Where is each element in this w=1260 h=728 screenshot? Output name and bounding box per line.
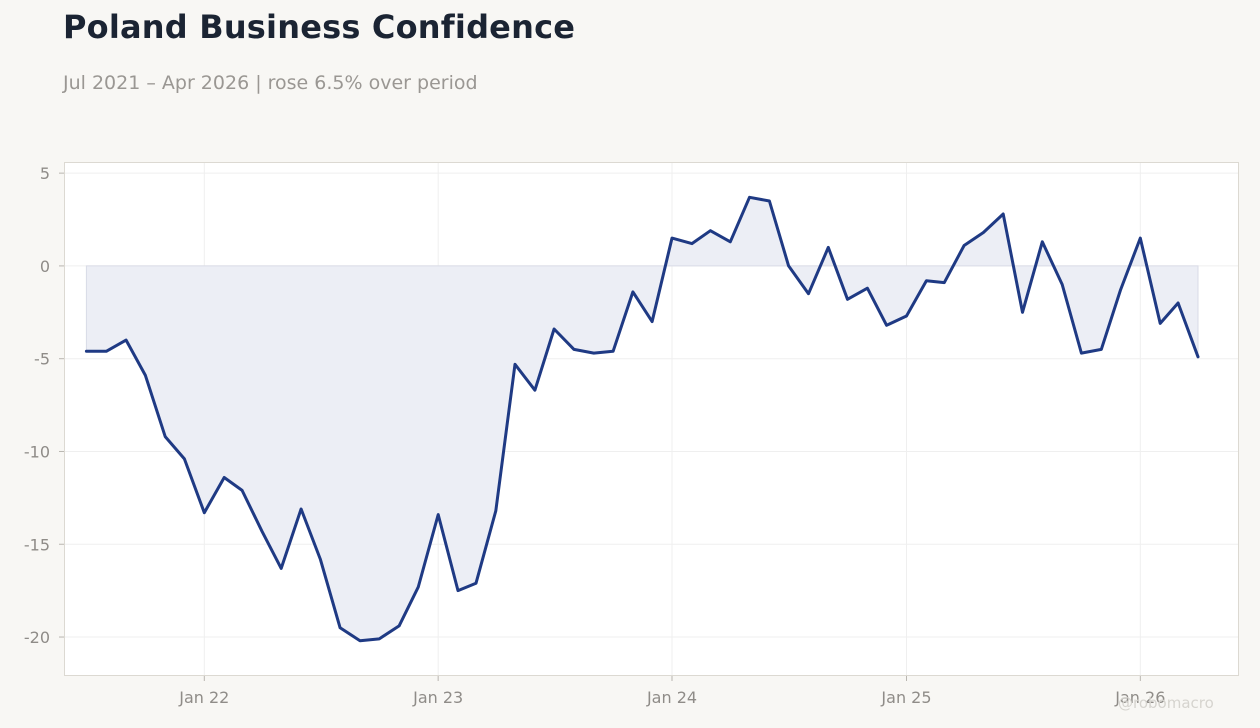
data-point xyxy=(572,348,576,351)
data-point xyxy=(611,350,615,353)
data-point xyxy=(105,350,108,353)
chart-subtitle: Jul 2021 – Apr 2026 | rose 6.5% over per… xyxy=(63,72,478,94)
data-point xyxy=(709,229,712,232)
data-point xyxy=(124,338,128,342)
data-point xyxy=(1100,348,1103,351)
data-point xyxy=(164,435,167,438)
data-point xyxy=(905,314,908,318)
x-tick-label: Jan 24 xyxy=(646,688,697,707)
x-tick-label: Jan 23 xyxy=(412,688,463,707)
data-point xyxy=(319,557,322,561)
data-point xyxy=(670,236,674,240)
data-point xyxy=(846,298,849,301)
data-point xyxy=(1021,311,1024,314)
data-point xyxy=(513,363,517,366)
data-point xyxy=(925,279,928,282)
data-point xyxy=(474,582,478,585)
data-point xyxy=(240,489,244,492)
data-point xyxy=(1176,301,1180,305)
y-tick-label: -5 xyxy=(34,350,50,369)
data-point xyxy=(1196,355,1200,358)
data-point xyxy=(729,240,732,243)
data-point xyxy=(650,320,654,323)
data-point xyxy=(417,585,420,589)
data-point xyxy=(827,246,830,249)
data-point xyxy=(533,389,537,392)
data-point xyxy=(338,626,342,629)
data-point xyxy=(1139,236,1142,240)
data-point xyxy=(203,511,206,514)
data-point xyxy=(260,530,264,533)
data-point xyxy=(631,290,635,294)
series-line xyxy=(84,195,1200,643)
data-point xyxy=(183,457,186,461)
x-tick-label: Jan 25 xyxy=(880,688,931,707)
data-point xyxy=(768,199,771,203)
data-point xyxy=(299,507,303,511)
data-point xyxy=(1159,322,1162,325)
data-point xyxy=(378,637,381,641)
data-point xyxy=(807,292,810,295)
data-point xyxy=(1119,288,1122,292)
chart-title: Poland Business Confidence xyxy=(63,8,576,46)
data-point xyxy=(866,287,869,290)
x-tick-label: Jan 26 xyxy=(1114,688,1165,707)
data-point xyxy=(748,196,751,199)
plot-frame xyxy=(64,162,1239,676)
data-point xyxy=(1061,283,1064,286)
y-tick-label: -10 xyxy=(24,442,50,461)
y-tick-label: -20 xyxy=(24,628,50,647)
data-point xyxy=(552,327,556,331)
data-point xyxy=(943,281,946,284)
data-point xyxy=(690,242,694,245)
data-point xyxy=(1002,212,1005,216)
y-tick-label: -15 xyxy=(24,535,50,554)
data-point xyxy=(144,374,147,377)
data-point xyxy=(397,624,401,628)
data-point xyxy=(982,231,985,234)
y-tick-label: 5 xyxy=(40,164,50,183)
data-point xyxy=(358,639,362,642)
data-point xyxy=(962,244,966,247)
data-point xyxy=(456,589,460,592)
data-point xyxy=(592,351,595,355)
data-point xyxy=(437,513,440,516)
data-point xyxy=(494,509,497,513)
data-point xyxy=(280,567,283,570)
data-point xyxy=(787,264,790,268)
data-point xyxy=(85,350,88,353)
watermark: @robomacro xyxy=(1118,694,1214,712)
x-tick-label: Jan 22 xyxy=(178,688,229,707)
data-point xyxy=(1080,351,1083,355)
y-tick-label: 0 xyxy=(40,257,50,276)
data-point xyxy=(223,476,226,479)
data-point xyxy=(1041,240,1044,243)
data-point xyxy=(885,324,888,327)
